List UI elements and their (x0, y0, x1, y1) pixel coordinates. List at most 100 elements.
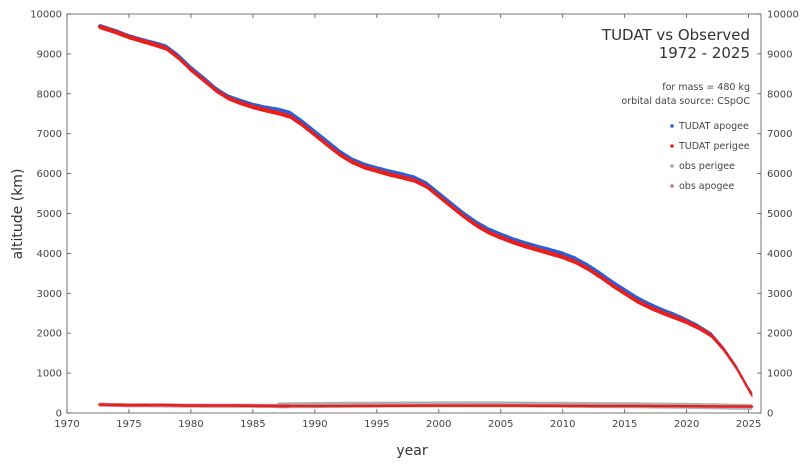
x-tick-label: 2025 (736, 419, 761, 430)
series-low-red-point (642, 405, 645, 408)
series-tudat-perigee-point (576, 261, 579, 265)
series-tudat-perigee-point (586, 267, 589, 270)
axes: 1970 1975 1980 1985 1990 1995 2000 2005 2010 2015… (30, 10, 799, 431)
legend-marker-obs-apogee (670, 184, 674, 188)
series-tudat-perigee-point (650, 307, 654, 310)
series-tudat-perigee-point (625, 293, 629, 297)
series-tudat-perigee-point (333, 149, 337, 152)
legend-label-tudat-perigee: TUDAT perigee (678, 141, 750, 152)
series-tudat-perigee-point (665, 313, 669, 316)
series-tudat-perigee-point (338, 153, 341, 156)
series-low-red-point (369, 404, 372, 407)
series-tudat-perigee-point (734, 366, 738, 369)
series-tudat-perigee-point (427, 187, 431, 190)
legend-label-tudat-apogee: TUDAT apogee (678, 121, 749, 132)
series-tudat-perigee-point (254, 106, 257, 109)
series-tudat-perigee-point (705, 331, 708, 334)
series-low-red-point (715, 405, 718, 408)
series-tudat-perigee-point (264, 108, 267, 112)
series-tudat-perigee-point (169, 50, 173, 54)
legend-marker-tudat-apogee (670, 124, 674, 128)
y-axis-label: altitude (km) (10, 169, 26, 260)
series-tudat-perigee-point (566, 257, 569, 261)
chart-title: TUDAT vs Observed (601, 26, 750, 44)
y-tick-label-right: 6000 (767, 169, 792, 180)
series-tudat-perigee-point (102, 26, 105, 30)
x-tick-label: 2020 (674, 419, 699, 430)
series-low-red-point (233, 404, 236, 407)
x-tick-label: 1995 (364, 419, 389, 430)
series-low-red-point (679, 405, 682, 408)
series-tudat-perigee-point (154, 43, 158, 47)
series-tudat-apogee-point (561, 252, 564, 256)
series-tudat-perigee-point (363, 165, 366, 169)
series-tudat-perigee-point (556, 254, 560, 257)
series-tudat-perigee-point (497, 235, 500, 238)
series-tudat-perigee-point (680, 318, 683, 322)
annotation-source: orbital data source: CSpOC (621, 96, 750, 107)
y-tick-label-right: 3000 (767, 289, 792, 300)
series-low-red-point (567, 404, 570, 407)
series-tudat-perigee-point (487, 231, 490, 234)
x-tick-label: 2000 (426, 419, 451, 430)
series-tudat-perigee-point (373, 168, 376, 172)
series-tudat-perigee-point (749, 391, 752, 394)
series-low-red (98, 403, 754, 408)
series-tudat-apogee-point (283, 110, 287, 113)
series-tudat-perigee-point (477, 225, 480, 228)
series-low-red-point (196, 404, 199, 407)
y-tick-label-right: 4000 (767, 249, 792, 260)
series-tudat-perigee-point (249, 104, 252, 108)
series-tudat-perigee-point (283, 113, 287, 117)
series-tudat-apogee-point (278, 109, 282, 112)
series-tudat-perigee-point (546, 251, 550, 254)
series-tudat-perigee-point (571, 259, 574, 263)
series-tudat-perigee-point (730, 359, 733, 362)
series-tudat-perigee-point (353, 161, 356, 165)
series-tudat-perigee-point (125, 34, 128, 38)
series-tudat-perigee-point (645, 304, 649, 308)
series-low-red-point (691, 405, 694, 408)
y-tick-label-right: 7000 (767, 129, 792, 140)
series-low-red-point (183, 404, 186, 407)
y-tick-label: 8000 (37, 89, 62, 100)
series-tudat-perigee-point (615, 287, 619, 290)
legend: TUDAT apogee TUDAT perigee obs perigee o… (670, 121, 750, 192)
series-low-red-point (98, 403, 101, 406)
series-low-red-point (134, 404, 137, 407)
series-tudat-perigee-point (715, 339, 718, 343)
series-tudat-perigee-point (452, 207, 456, 210)
series-tudat-perigee-point (611, 284, 614, 287)
series-tudat-perigee-point (358, 163, 361, 167)
legend-label-obs-apogee: obs apogee (679, 181, 734, 192)
series-low-red-point (543, 404, 546, 407)
series-low-red-point (320, 405, 323, 407)
y-tick-label: 0 (56, 409, 62, 420)
y-tick-label-right: 5000 (767, 209, 792, 220)
series-tudat-perigee-point (298, 121, 302, 125)
series-tudat-perigee-point (482, 228, 485, 231)
series-tudat-perigee-point (606, 280, 609, 284)
y-tick-label: 1000 (37, 369, 62, 380)
series-tudat-perigee-point (640, 302, 644, 306)
series-tudat-perigee-point (303, 125, 307, 129)
series-tudat-perigee-point (106, 28, 110, 31)
series-tudat-perigee-point (219, 92, 222, 95)
series-tudat-perigee-point (581, 264, 584, 268)
series-tudat-perigee-point (526, 245, 530, 249)
series-tudat-perigee-point (516, 242, 520, 246)
series-low-red-point (654, 405, 657, 408)
series-tudat-perigee-point (630, 296, 634, 300)
annotation-mass: for mass = 480 kg (662, 82, 750, 93)
series-low-red-point (431, 404, 434, 407)
series-tudat-perigee-point (407, 177, 411, 181)
series-tudat-apogee-point (556, 251, 560, 254)
series-tudat-perigee-point (402, 176, 406, 180)
series-tudat-perigee-point (457, 211, 460, 214)
series-tudat-perigee-point (685, 320, 688, 324)
y-tick-label: 10000 (30, 10, 62, 21)
series-tudat-apogee-point (551, 249, 555, 253)
series-low-red-point (727, 405, 730, 408)
series-tudat-perigee-point (383, 171, 386, 175)
series-tudat-perigee-point (184, 63, 188, 67)
